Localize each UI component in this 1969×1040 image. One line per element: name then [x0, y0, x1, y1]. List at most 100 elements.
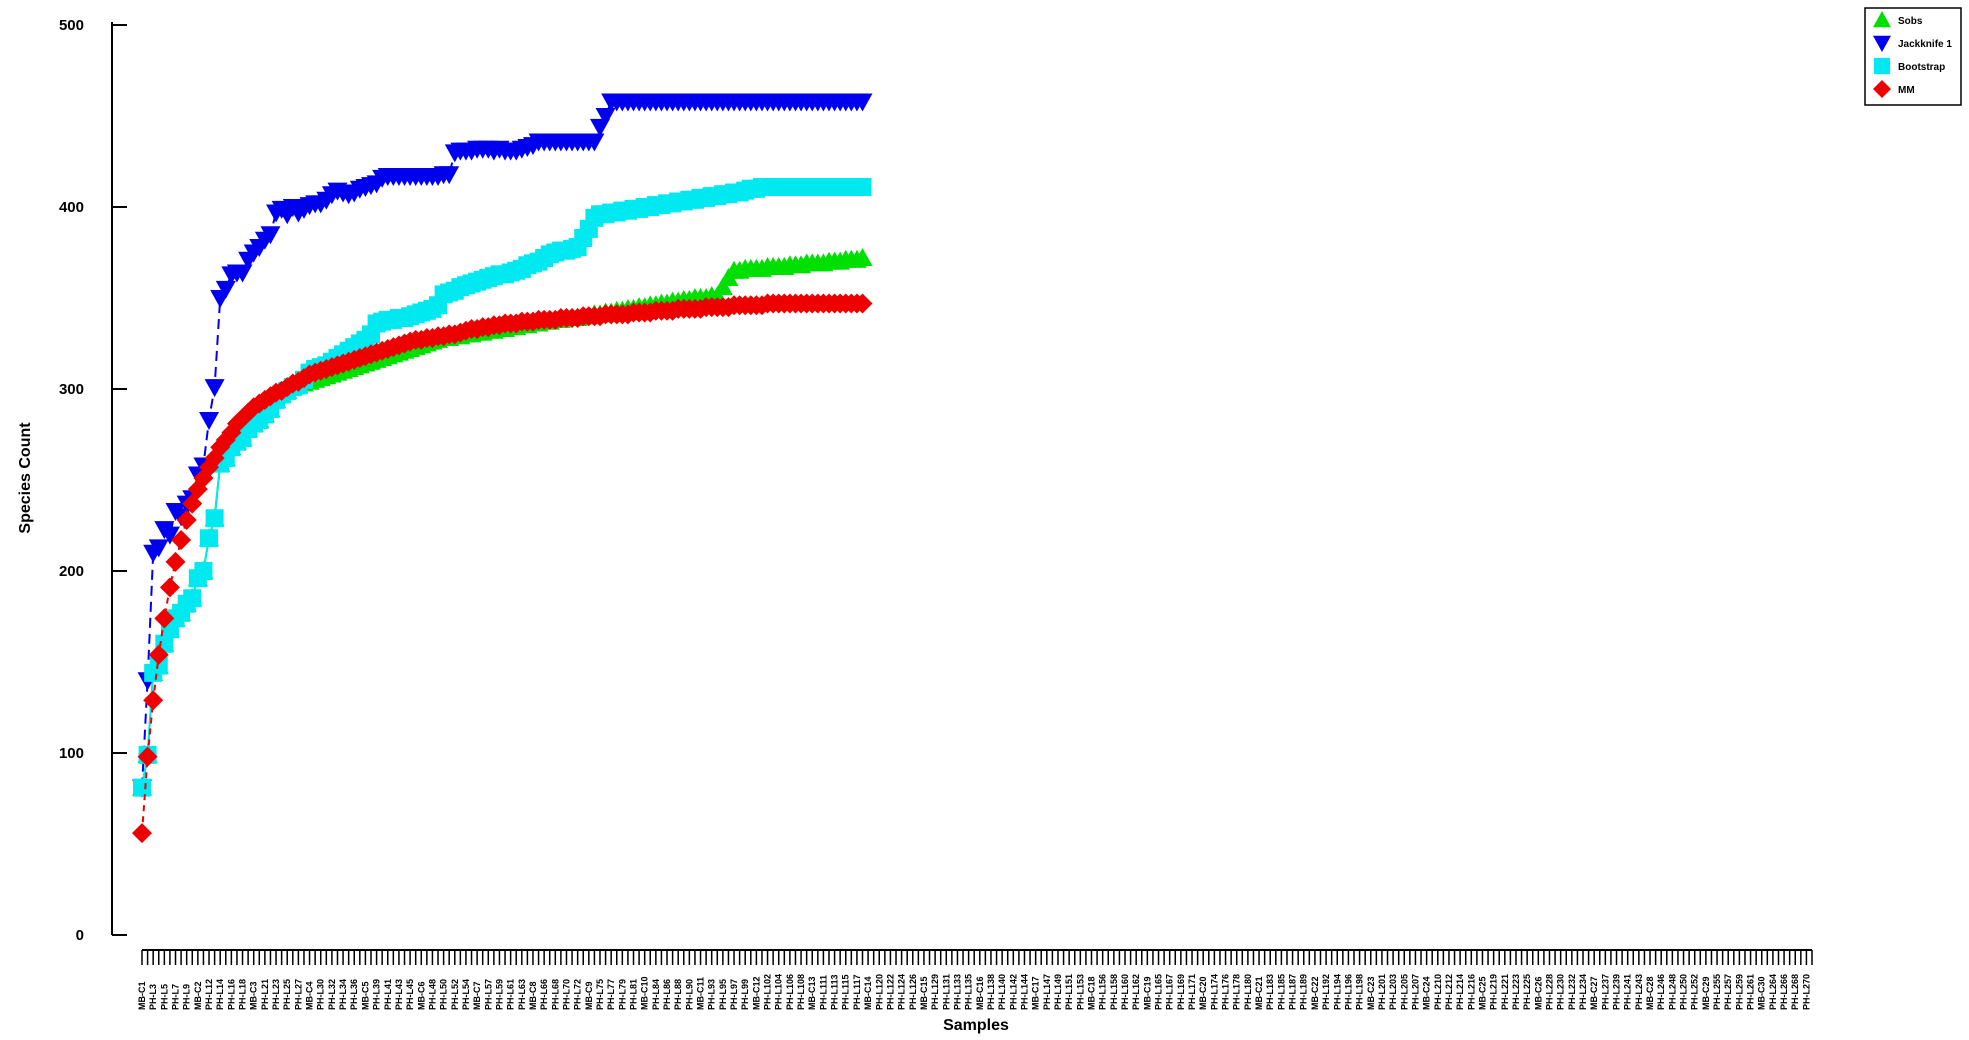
data-point	[584, 133, 605, 152]
x-tick-label: PH-L138	[986, 974, 996, 1010]
x-tick-label: MB-C8	[528, 982, 538, 1011]
x-tick-label: PH-L212	[1444, 974, 1454, 1010]
data-point	[712, 277, 733, 296]
x-tick-label: PH-L102	[763, 974, 773, 1010]
x-tick-label: MB-C14	[863, 976, 873, 1010]
data-point	[852, 247, 873, 266]
x-tick-label: PH-L196	[1343, 974, 1353, 1010]
x-tick-label: MB-C24	[1422, 976, 1432, 1010]
x-tick-label: PH-L142	[1008, 974, 1018, 1010]
data-point	[853, 177, 872, 196]
x-tick-label: MB-C13	[807, 976, 817, 1010]
x-tick-label: PH-L86	[662, 979, 672, 1010]
y-tick-label: 0	[76, 927, 84, 944]
x-tick-label: PH-L25	[282, 979, 292, 1010]
x-tick-label: PH-L106	[785, 974, 795, 1010]
data-point	[148, 539, 169, 558]
x-tick-label: PH-L257	[1723, 974, 1733, 1010]
x-tick-label: PH-L250	[1679, 974, 1689, 1010]
x-tick-label: MB-C29	[1701, 976, 1711, 1010]
x-tick-label: PH-L129	[930, 974, 940, 1010]
x-tick-label: MB-C20	[1198, 976, 1208, 1010]
x-tick-label: PH-L90	[684, 979, 694, 1010]
legend: Sobs Jackknife 1 Bootstrap MM	[1864, 7, 1962, 106]
x-tick-label: PH-L239	[1612, 974, 1622, 1010]
x-tick-label: PH-L108	[796, 974, 806, 1010]
x-tick-label: PH-L95	[718, 979, 728, 1010]
x-tick-label: MB-C26	[1533, 976, 1543, 1010]
x-tick-label: PH-L243	[1634, 974, 1644, 1010]
data-point	[852, 93, 873, 112]
legend-marker	[1873, 11, 1891, 28]
data-point	[133, 778, 151, 797]
x-tick-label: PH-L270	[1801, 974, 1811, 1010]
x-tick-label: PH-L27	[293, 979, 303, 1010]
x-tick-label: PH-L81	[629, 979, 639, 1010]
x-tick-label: PH-L232	[1567, 974, 1577, 1010]
x-tick-label: PH-L54	[461, 979, 471, 1010]
x-tick-label: PH-L156	[1098, 974, 1108, 1010]
data-point	[199, 411, 220, 430]
x-tick-label: PH-L158	[1109, 974, 1119, 1010]
x-tick-label: PH-L205	[1399, 974, 1409, 1010]
x-tick-label: MB-C16	[975, 976, 985, 1010]
x-tick-label: PH-L79	[617, 979, 627, 1010]
data-point	[194, 562, 213, 580]
x-tick-label: MB-C12	[751, 976, 761, 1010]
x-tick-label: PH-L223	[1511, 974, 1521, 1010]
legend-label: Bootstrap	[1898, 62, 1945, 73]
x-tick-label: MB-C15	[919, 976, 929, 1010]
x-tick-label: MB-C7	[472, 982, 482, 1011]
x-tick-label: PH-L16	[226, 979, 236, 1010]
legend-label: MM	[1898, 85, 1915, 96]
x-tick-label: PH-L14	[215, 979, 225, 1010]
x-tick-label: PH-L192	[1321, 974, 1331, 1010]
x-tick-label: PH-L252	[1690, 974, 1700, 1010]
x-tick-label: PH-L124	[897, 974, 907, 1010]
x-tick-label: PH-L52	[450, 979, 460, 1010]
x-tick-label: PH-L120	[874, 974, 884, 1010]
x-tick-label: PH-L18	[238, 979, 248, 1010]
x-tick-label: PH-L7	[171, 984, 181, 1010]
x-tick-label: PH-L9	[182, 984, 192, 1010]
x-tick-label: PH-L66	[539, 979, 549, 1010]
x-tick-label: PH-L162	[1131, 974, 1141, 1010]
x-tick-label: PH-L72	[573, 979, 583, 1010]
x-tick-label: MB-C30	[1757, 976, 1767, 1010]
data-point	[204, 379, 225, 398]
x-tick-label: MB-C21	[1254, 976, 1264, 1010]
x-tick-label: PH-L153	[1075, 974, 1085, 1010]
y-tick-label: 400	[59, 199, 84, 216]
x-tick-label: PH-L131	[941, 974, 951, 1010]
data-point	[159, 577, 180, 598]
x-tick-label: PH-L174	[1209, 974, 1219, 1010]
data-point	[200, 529, 219, 548]
x-tick-label: PH-L147	[1042, 974, 1052, 1010]
data-point	[148, 644, 169, 665]
x-tick-label: MB-C11	[696, 977, 706, 1010]
x-tick-label: MB-C28	[1645, 976, 1655, 1010]
x-ticks: MB-C1 PH-L3 PH-L5 PH-L7 PH-L9 MB-C2 PH-L12 PH-L…	[137, 949, 1813, 1011]
x-tick-label: PH-L221	[1500, 974, 1510, 1010]
data-point	[439, 166, 460, 185]
x-tick-label: PH-L255	[1712, 974, 1722, 1010]
x-tick-label: PH-L219	[1489, 974, 1499, 1010]
data-point	[182, 493, 203, 514]
x-tick-label: PH-L198	[1355, 974, 1365, 1010]
data-point	[205, 509, 224, 528]
x-tick-label: PH-L234	[1578, 974, 1588, 1010]
legend-label: Jackknife 1	[1898, 39, 1952, 50]
x-tick-label: PH-L99	[740, 979, 750, 1010]
x-tick-label: PH-L207	[1410, 974, 1420, 1010]
x-tick-label: PH-L185	[1276, 974, 1286, 1010]
x-tick-label: PH-L187	[1288, 974, 1298, 1010]
x-tick-label: PH-L133	[952, 974, 962, 1010]
x-tick-label: PH-L111	[818, 975, 828, 1010]
x-tick-label: PH-L77	[606, 979, 616, 1010]
x-axis-title: Samples	[943, 1017, 1009, 1034]
data-point	[215, 280, 236, 299]
x-tick-label: PH-L115	[841, 974, 851, 1010]
x-tick-label: PH-L36	[349, 979, 359, 1010]
